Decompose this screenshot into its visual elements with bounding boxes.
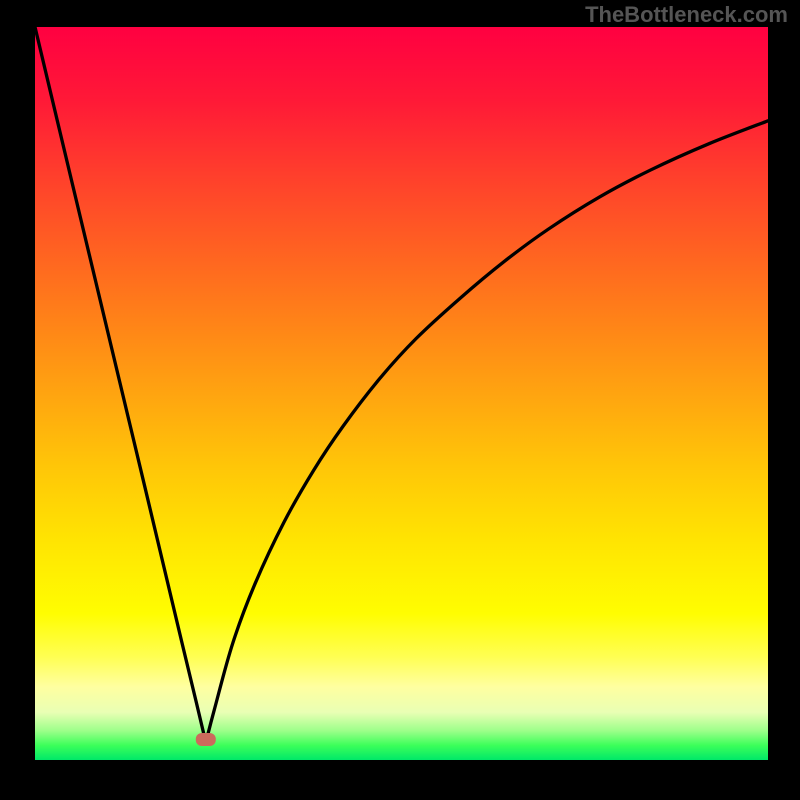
bottleneck-chart	[0, 0, 800, 800]
watermark-text: TheBottleneck.com	[585, 2, 788, 28]
optimal-point-marker	[196, 733, 216, 746]
plot-background	[35, 27, 768, 760]
